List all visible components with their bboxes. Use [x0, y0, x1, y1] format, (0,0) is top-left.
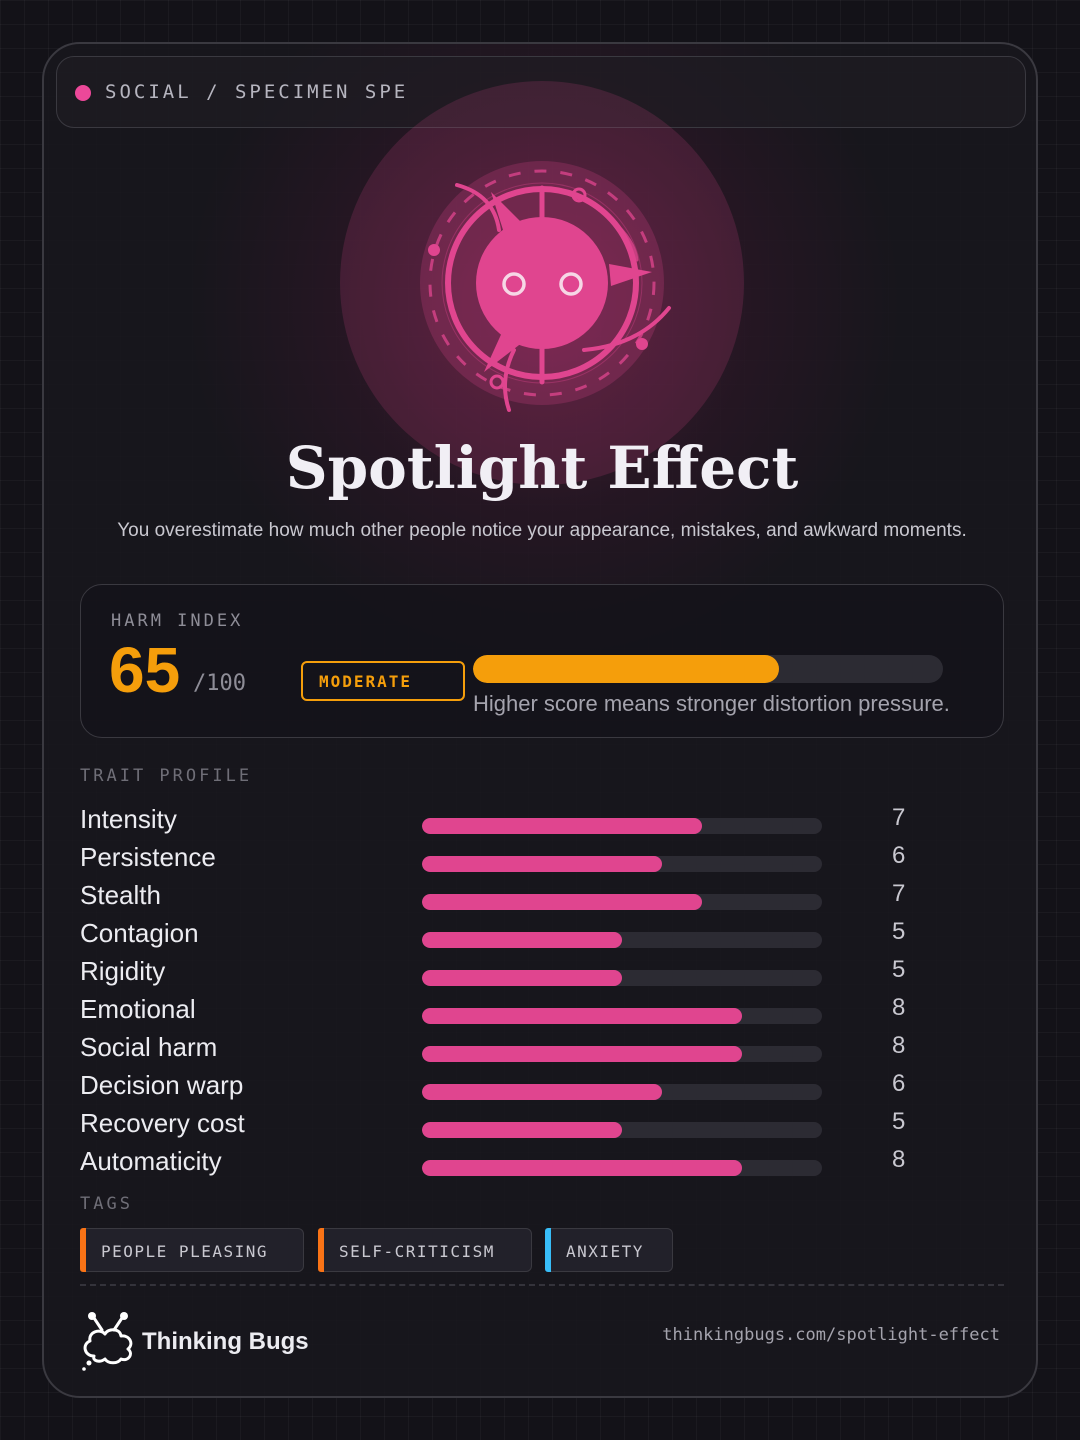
trait-value: 8: [892, 994, 906, 1021]
trait-row: Rigidity 5: [80, 956, 980, 994]
harm-index-caption: Higher score means stronger distortion p…: [473, 691, 950, 716]
trait-name: Recovery cost: [80, 1108, 245, 1138]
category-dot: [75, 85, 91, 101]
trait-value: 6: [892, 1070, 906, 1097]
trait-row: Emotional 8: [80, 994, 980, 1032]
spotlight-creature-icon: [340, 81, 744, 485]
tag-chip: ANXIETY: [545, 1228, 673, 1272]
trait-bar-fill: [422, 1084, 662, 1100]
page-title: Spotlight Effect: [285, 434, 799, 502]
tag-label: PEOPLE PLEASING: [101, 1242, 268, 1261]
tag-label: SELF-CRITICISM: [339, 1242, 495, 1261]
trait-bar: [422, 932, 822, 948]
trait-bar-fill: [422, 856, 662, 872]
tag-accent: [545, 1228, 551, 1272]
tags-label: TAGS: [80, 1194, 133, 1214]
trait-value: 5: [892, 918, 906, 945]
trait-bar-fill: [422, 818, 702, 834]
tag-accent: [80, 1228, 86, 1272]
trait-bar-fill: [422, 970, 622, 986]
trait-value: 8: [892, 1146, 906, 1173]
trait-row: Persistence 6: [80, 842, 980, 880]
trait-row: Decision warp 6: [80, 1070, 980, 1108]
trait-bar: [422, 1008, 822, 1024]
harm-index-label: HARM INDEX: [111, 611, 244, 631]
specimen-card: SOCIAL / SPECIMEN SPE Spotlight Effect Y…: [42, 42, 1038, 1398]
trait-bar: [422, 856, 822, 872]
trait-name: Stealth: [80, 880, 161, 910]
trait-name: Decision warp: [80, 1070, 244, 1100]
footer-url[interactable]: thinkingbugs.com/spotlight-effect: [662, 1325, 1000, 1345]
footer-divider: [80, 1284, 1004, 1286]
trait-name: Contagion: [80, 918, 199, 948]
trait-name: Automaticity: [80, 1146, 222, 1176]
trait-bar-fill: [422, 932, 622, 948]
trait-bar: [422, 1122, 822, 1138]
trait-value: 6: [892, 842, 906, 869]
trait-row: Automaticity 8: [80, 1146, 980, 1184]
trait-row: Intensity 7: [80, 804, 980, 842]
harm-index-bar-fill: [473, 655, 779, 683]
tag-accent: [318, 1228, 324, 1272]
trait-value: 7: [892, 804, 906, 831]
trait-bar-fill: [422, 894, 702, 910]
trait-bar: [422, 1046, 822, 1062]
tag-chip: SELF-CRITICISM: [318, 1228, 532, 1272]
trait-bar: [422, 1084, 822, 1100]
harm-index-score: 65: [109, 634, 181, 706]
trait-bar-fill: [422, 1046, 742, 1062]
thinking-bug-logo-icon: [82, 1312, 133, 1371]
trait-bar: [422, 818, 822, 834]
trait-bar-fill: [422, 1160, 742, 1176]
trait-value: 5: [892, 1108, 906, 1135]
harm-index-bar: [473, 655, 943, 683]
trait-value: 5: [892, 956, 906, 983]
tag-chip: PEOPLE PLEASING: [80, 1228, 304, 1272]
harm-index-max: /100: [193, 671, 246, 696]
brand-name: Thinking Bugs: [142, 1328, 309, 1355]
trait-bar-fill: [422, 1122, 622, 1138]
trait-profile-label: TRAIT PROFILE: [80, 766, 253, 786]
trait-name: Intensity: [80, 804, 177, 834]
trait-row: Social harm 8: [80, 1032, 980, 1070]
trait-value: 7: [892, 880, 906, 907]
trait-row: Recovery cost 5: [80, 1108, 980, 1146]
category-label: SOCIAL / SPECIMEN SPE: [105, 81, 409, 103]
trait-name: Persistence: [80, 842, 216, 872]
trait-name: Rigidity: [80, 956, 166, 986]
category-header: SOCIAL / SPECIMEN SPE: [56, 56, 1026, 128]
trait-value: 8: [892, 1032, 906, 1059]
trait-bar: [422, 970, 822, 986]
trait-bar-fill: [422, 1008, 742, 1024]
trait-row: Stealth 7: [80, 880, 980, 918]
trait-bar: [422, 894, 822, 910]
trait-bar: [422, 1160, 822, 1176]
harm-index-panel: HARM INDEX 65 /100 MODERATE Higher score…: [80, 584, 1004, 738]
trait-name: Social harm: [80, 1032, 218, 1062]
page-subtitle: You overestimate how much other people n…: [117, 520, 967, 541]
harm-level-badge: MODERATE: [301, 661, 465, 701]
trait-name: Emotional: [80, 994, 196, 1024]
tag-label: ANXIETY: [566, 1242, 644, 1261]
trait-row: Contagion 5: [80, 918, 980, 956]
